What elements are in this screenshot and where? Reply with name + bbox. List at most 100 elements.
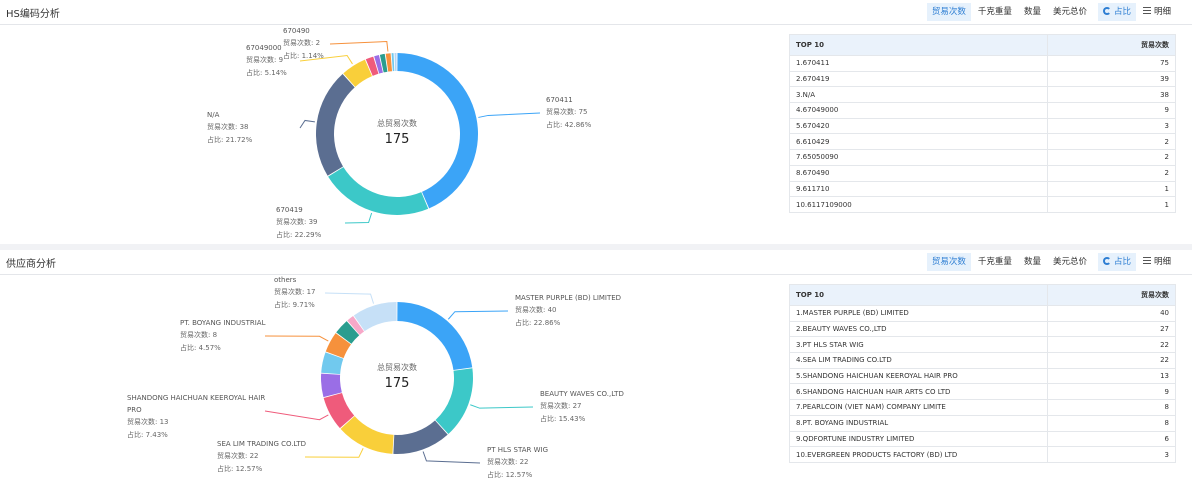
detail-label: 明细 [1153, 257, 1171, 267]
label-count-others: 贸易次数: 17 [274, 287, 316, 296]
table-row[interactable]: 2.670419 39 [789, 70, 1176, 88]
label-ratio-shandong-haichuan-keeroyal-hair-pro: 占比: 7.43% [127, 430, 168, 439]
metric-toolbar: 贸易次数 千克重量 数量 美元总价 占比 明细 [926, 253, 1176, 271]
slice-n-a[interactable] [316, 73, 355, 176]
table-row[interactable]: 2.BEAUTY WAVES CO.,LTD 27 [789, 320, 1176, 338]
label-name-67049000: 67049000 [246, 44, 282, 52]
slice-65050090[interactable] [379, 53, 388, 73]
label-count-master-purple-bd-limited: 贸易次数: 40 [515, 305, 557, 314]
row-trade-count: 22 [1047, 352, 1176, 369]
slice-beauty-waves-co-ltd[interactable] [435, 368, 474, 435]
table-row[interactable]: 1.MASTER PURPLE (BD) LIMITED 40 [789, 305, 1176, 322]
label-count-670411: 贸易次数: 75 [546, 107, 588, 116]
table-row[interactable]: 7.PEARLCOIN (VIET NAM) COMPANY LIMITE 8 [789, 399, 1176, 416]
supplier-donut-chart: 总贸易次数 175 MASTER PURPLE (BD) LIMITED 贸易次数: … [127, 276, 624, 479]
row-name: 10.6117109000 [789, 196, 1048, 213]
row-name: 10.EVERGREEN PRODUCTS FACTORY (BD) LTD [789, 446, 1048, 463]
tab-usd-total[interactable]: 美元总价 [1047, 3, 1092, 21]
table-row[interactable]: 7.65050090 2 [789, 149, 1176, 166]
slice-67049000[interactable] [343, 59, 373, 87]
table-row[interactable]: 8.670490 2 [789, 164, 1176, 182]
label-ratio-n-a: 占比: 21.72% [207, 135, 253, 144]
slice-qdfortune-industry-limited[interactable] [336, 321, 360, 344]
ratio-label: 占比 [1113, 7, 1131, 17]
table-row[interactable]: 5.670420 3 [789, 117, 1176, 135]
table-row[interactable]: 10.EVERGREEN PRODUCTS FACTORY (BD) LTD 3 [789, 446, 1176, 463]
detail-label: 明细 [1153, 7, 1171, 17]
row-trade-count: 2 [1047, 133, 1176, 151]
slice-pt-hls-star-wig[interactable] [393, 420, 448, 454]
table-row[interactable]: 9.QDFORTUNE INDUSTRY LIMITED 6 [789, 430, 1176, 448]
slice-pt-boyang-industrial[interactable] [325, 333, 351, 359]
tab-trade-count[interactable]: 贸易次数 [926, 3, 971, 21]
table-row[interactable]: 10.6117109000 1 [789, 196, 1176, 213]
slice-evergreen-products-factory-bd-ltd[interactable] [347, 315, 365, 335]
label-ratio-sea-lim-trading-co-ltd: 占比: 12.57% [217, 464, 263, 473]
slice-670419[interactable] [328, 167, 429, 216]
label-ratio-670419: 占比: 22.29% [276, 230, 322, 239]
ratio-label: 占比 [1113, 257, 1131, 267]
slice-610429[interactable] [374, 55, 383, 74]
hs-code-donut-chart: 总贸易次数 175 670411 贸易次数: 75 占比: 42.86% 670419 贸易… [207, 27, 592, 239]
slice-670420[interactable] [365, 56, 379, 76]
slice-pearlcoin-viet-nam-company-limite[interactable] [321, 352, 344, 375]
row-name: 7.65050090 [789, 149, 1048, 166]
detail-view-button[interactable]: 明细 [1137, 3, 1176, 21]
tab-quantity[interactable]: 数量 [1018, 253, 1046, 271]
tab-trade-count[interactable]: 贸易次数 [926, 253, 971, 271]
leader-line-shandong-haichuan-keeroyal-hair-pro [264, 410, 329, 421]
leader-line-pt-boyang-industrial [264, 335, 329, 342]
row-name: 4.67049000 [789, 102, 1048, 119]
row-trade-count: 38 [1047, 86, 1176, 104]
table-row[interactable]: 8.PT. BOYANG INDUSTRIAL 8 [789, 414, 1176, 432]
label-count-670419: 贸易次数: 39 [276, 217, 318, 226]
table-row[interactable]: 4.67049000 9 [789, 102, 1176, 119]
tab-usd-total[interactable]: 美元总价 [1047, 253, 1092, 271]
leader-line-others [324, 292, 375, 304]
ratio-view-button[interactable]: 占比 [1097, 253, 1136, 271]
table-row[interactable]: 6.610429 2 [789, 133, 1176, 151]
table-row[interactable]: 6.SHANDONG HAICHUAN HAIR ARTS CO LTD 9 [789, 383, 1176, 401]
detail-view-button[interactable]: 明细 [1137, 253, 1176, 271]
panel-divider [0, 244, 1192, 250]
hs-top10-table: TOP 10 贸易次数 1.670411 75 2.670419 39 3.N/A 38 4… [789, 34, 1176, 213]
slice-shandong-haichuan-keeroyal-hair-pro[interactable] [323, 393, 355, 429]
slice-sea-lim-trading-co-ltd[interactable] [340, 416, 394, 454]
row-trade-count: 13 [1047, 367, 1176, 385]
row-name: 8.PT. BOYANG INDUSTRIAL [789, 414, 1048, 432]
slice-others[interactable] [353, 302, 397, 332]
slice-6117109000[interactable] [394, 53, 397, 72]
table-row[interactable]: 9.611710 1 [789, 180, 1176, 198]
tab-quantity[interactable]: 数量 [1018, 3, 1046, 21]
slice-master-purple-bd-limited[interactable] [397, 302, 473, 371]
row-trade-count: 27 [1047, 320, 1176, 338]
label-name-others: others [274, 276, 297, 284]
column-header-trade-count: 贸易次数 [1047, 284, 1176, 306]
slice-670411[interactable] [397, 53, 478, 209]
table-row[interactable]: 5.SHANDONG HAICHUAN KEEROYAL HAIR PRO 13 [789, 367, 1176, 385]
slice-shandong-haichuan-hair-arts-co-ltd[interactable] [321, 373, 342, 398]
tab-weight[interactable]: 千克重量 [972, 3, 1017, 21]
table-row[interactable]: 4.SEA LIM TRADING CO.LTD 22 [789, 352, 1176, 369]
slice-611710[interactable] [391, 53, 395, 72]
panel-header: HS编码分析 贸易次数 千克重量 数量 美元总价 占比 明细 [0, 0, 1192, 25]
row-name: 6.610429 [789, 133, 1048, 151]
row-name: 9.611710 [789, 180, 1048, 198]
center-label: 总贸易次数 [377, 118, 417, 128]
label-name-shandong-haichuan-keeroyal-hair-pro: PRO [127, 406, 142, 414]
slice-670490[interactable] [385, 53, 393, 72]
list-icon [1142, 7, 1151, 14]
row-trade-count: 40 [1047, 305, 1176, 322]
label-name-master-purple-bd-limited: MASTER PURPLE (BD) LIMITED [515, 294, 621, 302]
row-name: 9.QDFORTUNE INDUSTRY LIMITED [789, 430, 1048, 448]
table-row[interactable]: 3.PT HLS STAR WIG 22 [789, 336, 1176, 354]
center-label: 总贸易次数 [377, 362, 417, 372]
tab-weight[interactable]: 千克重量 [972, 253, 1017, 271]
table-row[interactable]: 3.N/A 38 [789, 86, 1176, 104]
row-trade-count: 75 [1047, 55, 1176, 72]
label-count-beauty-waves-co-ltd: 贸易次数: 27 [540, 401, 582, 410]
column-header-top10: TOP 10 [789, 34, 1048, 56]
row-name: 5.SHANDONG HAICHUAN KEEROYAL HAIR PRO [789, 367, 1048, 385]
table-row[interactable]: 1.670411 75 [789, 55, 1176, 72]
ratio-view-button[interactable]: 占比 [1097, 3, 1136, 21]
